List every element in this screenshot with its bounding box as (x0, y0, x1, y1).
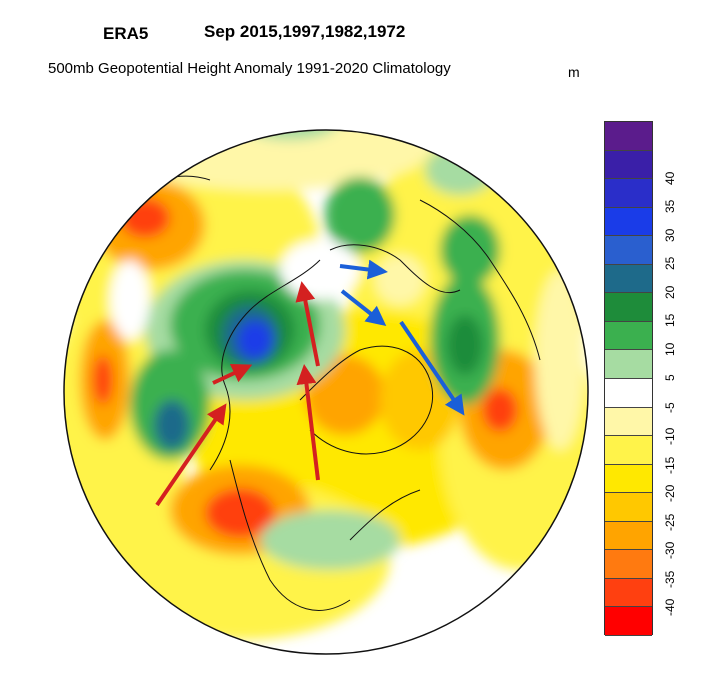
colorbar-swatch (605, 293, 652, 322)
blue-arrow-1 (339, 259, 388, 280)
map-subtitle: 500mb Geopotential Height Anomaly 1991-2… (48, 60, 451, 77)
colorbar (604, 121, 653, 636)
colorbar-tick-label: 10 (663, 342, 677, 357)
coastlines (119, 175, 541, 611)
colorbar-swatch (605, 179, 652, 208)
colorbar-tick-label: 25 (663, 257, 677, 271)
colorbar-tick-label: 20 (663, 285, 677, 299)
colorbar-tick-label: -20 (663, 484, 677, 503)
colorbar-tick-label: -5 (663, 402, 677, 414)
colorbar-tick-label: 30 (663, 228, 677, 242)
colorbar-swatch (605, 321, 652, 351)
red-arrow-2 (212, 364, 253, 385)
colorbar-swatch (605, 122, 652, 151)
colorbar-swatch (605, 150, 652, 180)
blue-arrow-3 (399, 320, 465, 416)
colorbar-tick-label: 5 (663, 374, 677, 382)
colorbar-swatch (605, 464, 652, 494)
colorbar-swatch (605, 550, 652, 579)
red-arrow-3 (295, 281, 320, 367)
colorbar-swatch (605, 207, 652, 237)
red-arrow-4 (296, 364, 320, 481)
colorbar-tick-label: 40 (663, 171, 677, 185)
colorbar-tick-label: -35 (663, 570, 677, 588)
colorbar-swatch (605, 264, 652, 294)
colorbar-swatch (605, 578, 652, 608)
dataset-title: ERA5 (103, 24, 149, 43)
colorbar-tick-label: -15 (663, 456, 677, 474)
colorbar-tick-label: -25 (663, 513, 677, 531)
colorbar-tick-label: -30 (663, 541, 677, 560)
anomaly-field (64, 130, 588, 654)
colorbar-swatch (605, 521, 652, 551)
blue-arrows (339, 259, 465, 416)
units-label: m (568, 64, 580, 80)
colorbar-tick-label: -10 (663, 427, 677, 445)
colorbar-swatch (605, 407, 652, 437)
colorbar-swatch (605, 379, 652, 408)
colorbar-swatch (605, 350, 652, 379)
colorbar-swatch (605, 607, 652, 636)
colorbar-tick-label: 35 (663, 199, 677, 214)
colorbar-tick-label: 15 (663, 314, 677, 328)
colorbar-tick-label: -40 (663, 599, 677, 617)
blue-arrow-2 (340, 289, 387, 326)
colorbar-swatch (605, 236, 652, 265)
period-title: Sep 2015,1997,1982,1972 (204, 22, 406, 41)
colorbar-swatch (605, 493, 652, 522)
red-arrows (155, 281, 320, 507)
red-arrow-1 (155, 403, 227, 507)
colorbar-swatch (605, 436, 652, 465)
